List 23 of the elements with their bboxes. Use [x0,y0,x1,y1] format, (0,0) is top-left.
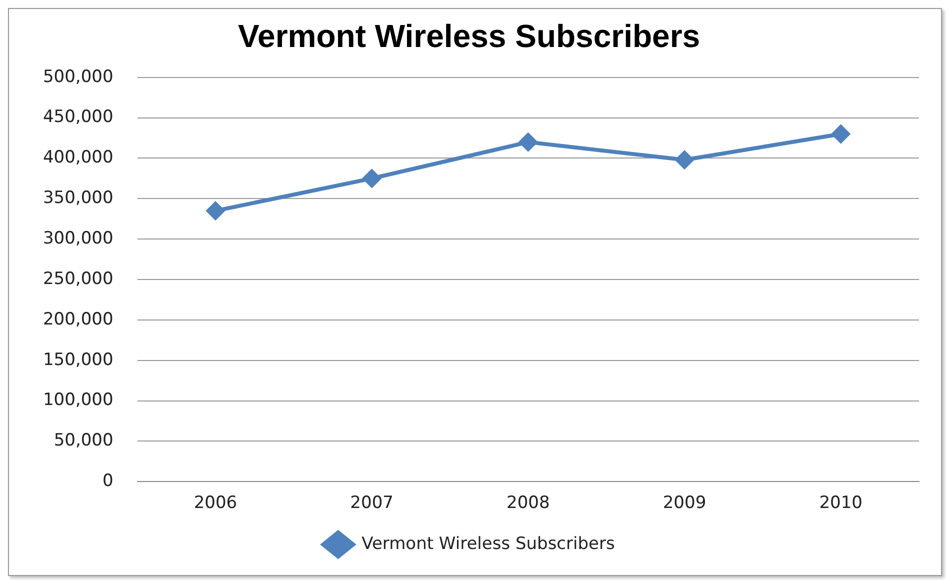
chart-title: Vermont Wireless Subscribers [238,18,700,54]
x-tick-label: 2009 [662,493,706,514]
y-tick-label: 500,000 [42,66,114,87]
y-tick-label: 0 [102,471,114,492]
point [675,150,694,169]
y-tick-label: 350,000 [42,188,114,208]
legend-label: Vermont Wireless Subscribers [362,534,615,554]
y-tick-label: 200,000 [42,309,114,330]
y-tick-label: 250,000 [42,268,114,289]
x-tick-label: 2006 [194,493,238,514]
point [206,202,224,220]
x-tick-label: 2010 [819,493,862,514]
y-tick-label: 450,000 [42,107,114,128]
y-tick-label: 150,000 [42,350,114,370]
y-tick-label: 50,000 [54,430,114,451]
point [832,124,850,143]
y-tick-label: 400,000 [42,148,114,168]
y-tick-label: 300,000 [42,228,114,248]
y-tick-label: 100,000 [42,390,114,410]
x-tick-label: 2008 [506,493,550,514]
point [362,169,381,188]
x-tick-label: 2007 [350,493,394,514]
point [519,133,538,152]
